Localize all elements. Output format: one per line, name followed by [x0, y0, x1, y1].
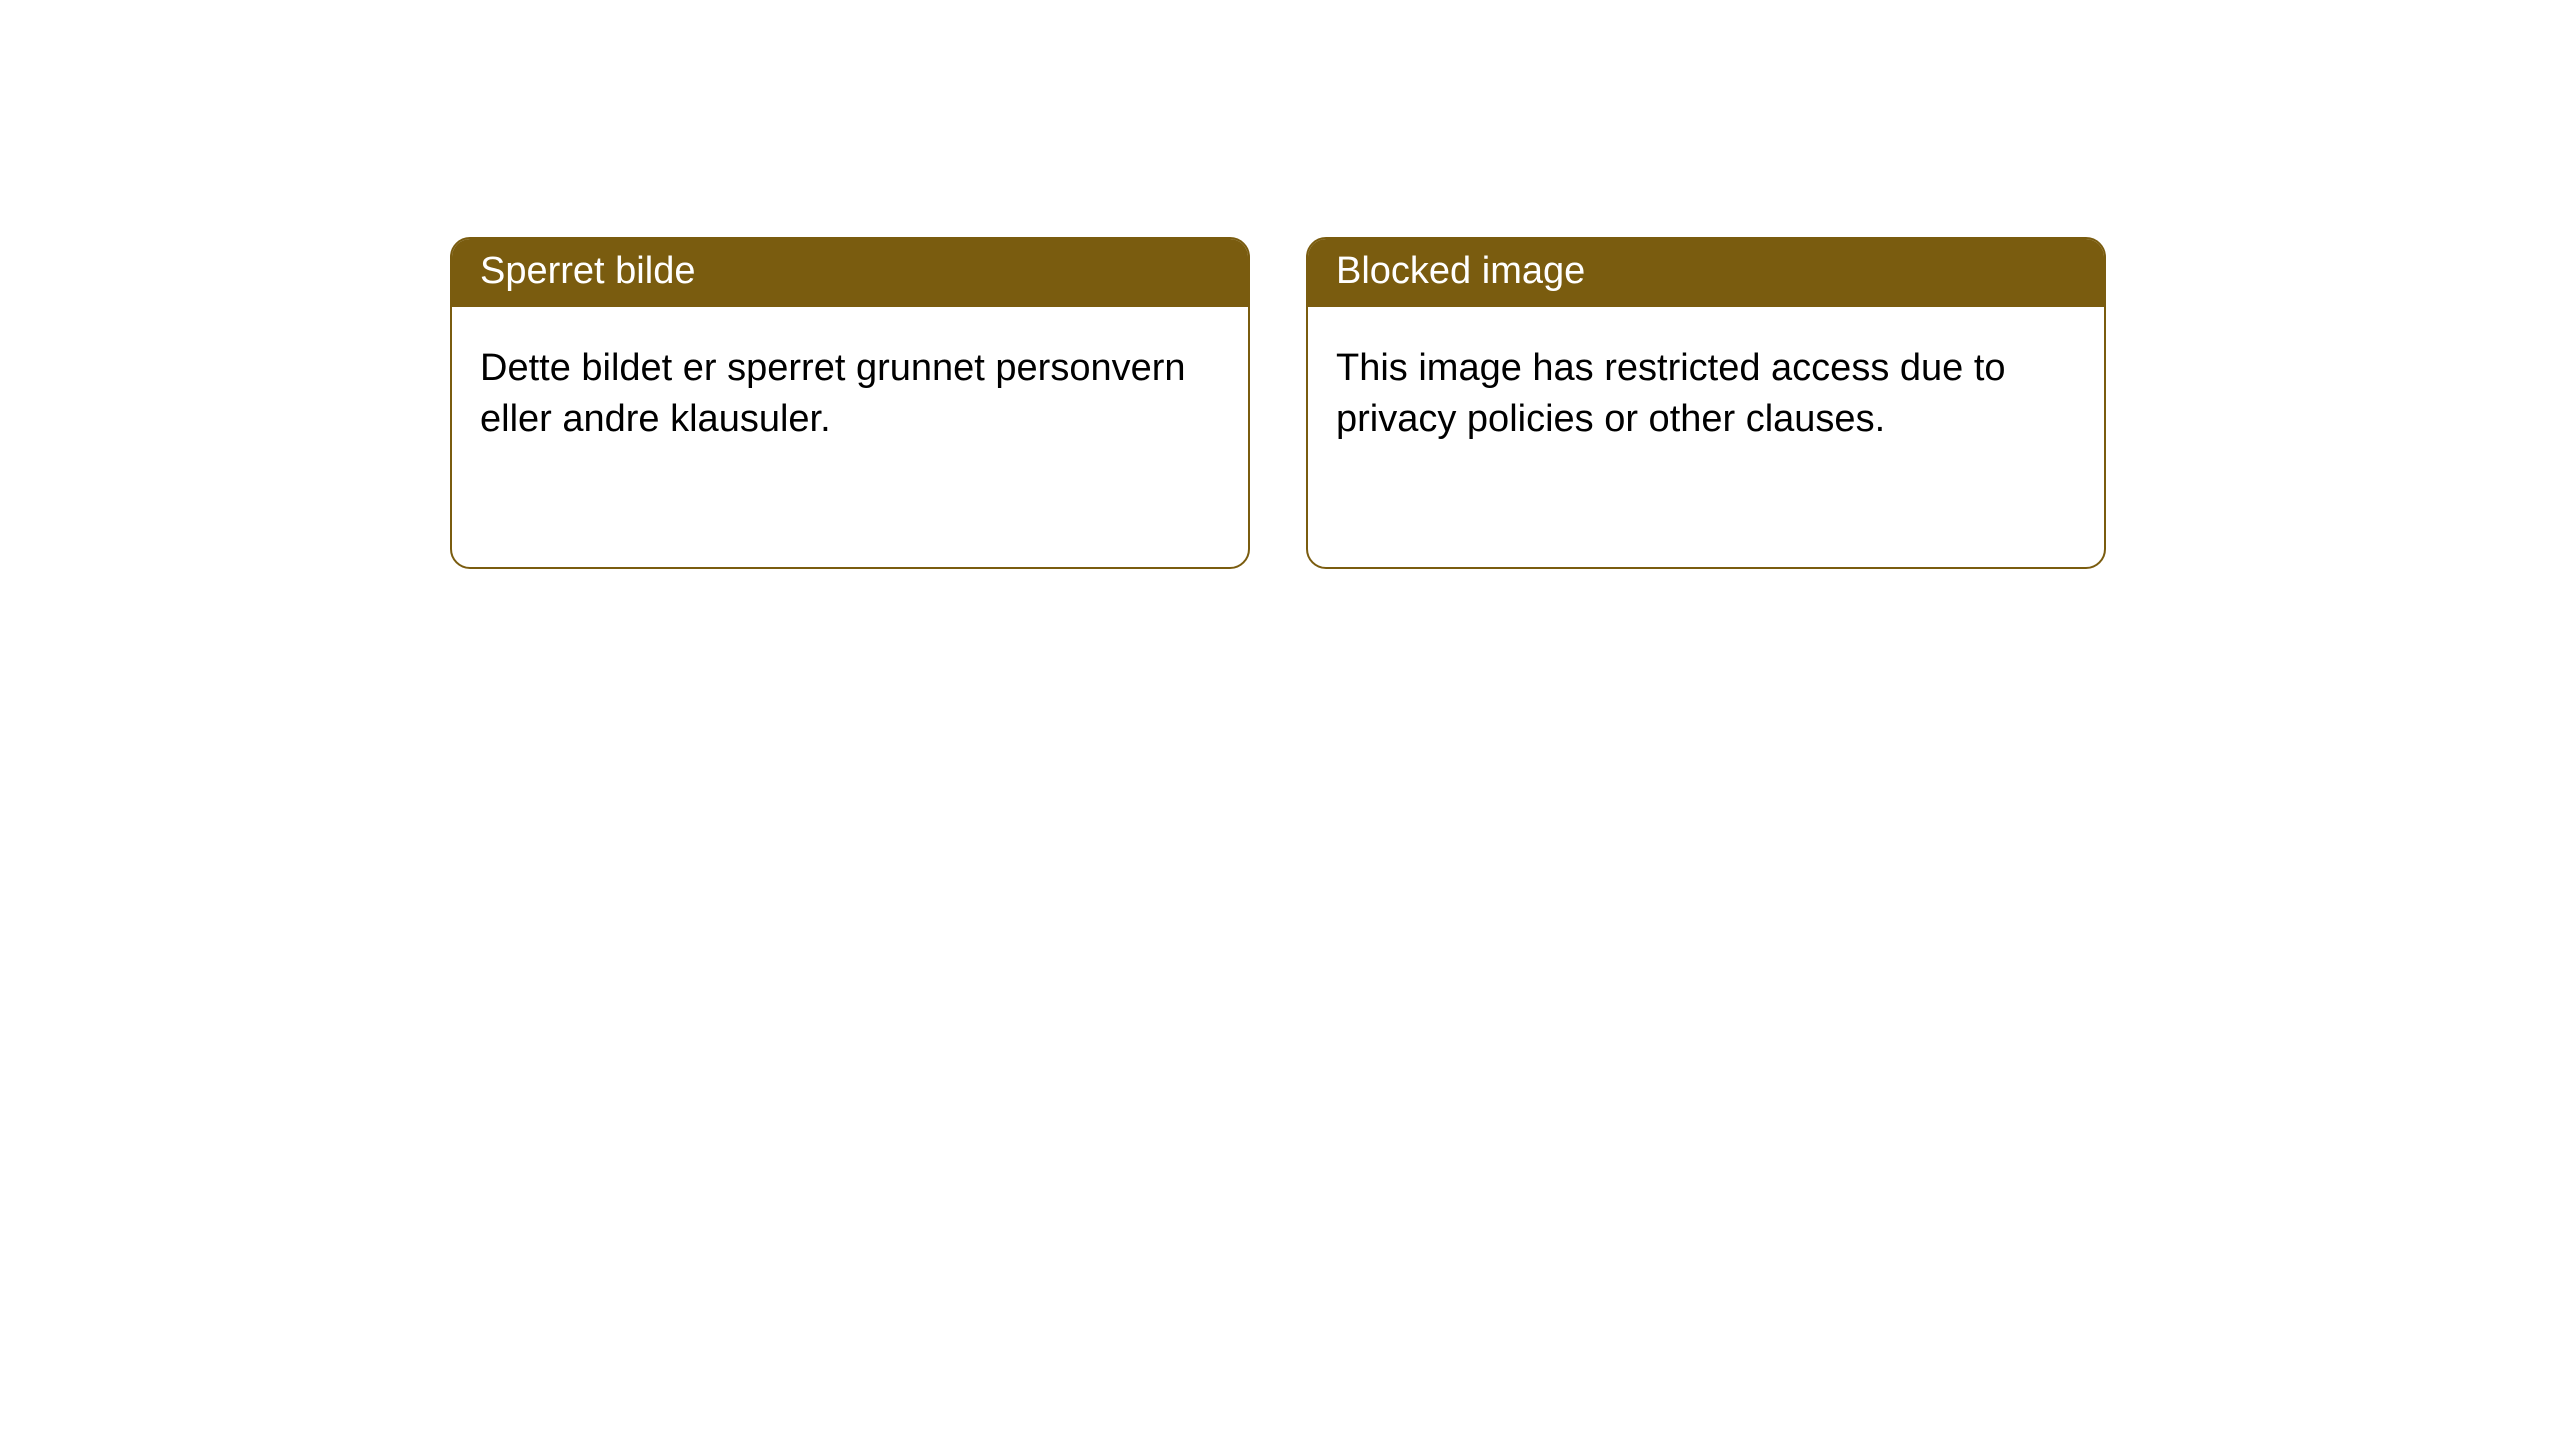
card-body-en: This image has restricted access due to …: [1308, 307, 2104, 482]
blocked-image-card-no: Sperret bilde Dette bildet er sperret gr…: [450, 237, 1250, 569]
card-header-no: Sperret bilde: [452, 239, 1248, 307]
blocked-image-card-en: Blocked image This image has restricted …: [1306, 237, 2106, 569]
notice-container: Sperret bilde Dette bildet er sperret gr…: [0, 0, 2560, 569]
card-message-no: Dette bildet er sperret grunnet personve…: [480, 347, 1186, 440]
card-title-no: Sperret bilde: [480, 250, 695, 292]
card-message-en: This image has restricted access due to …: [1336, 347, 2006, 440]
card-header-en: Blocked image: [1308, 239, 2104, 307]
card-body-no: Dette bildet er sperret grunnet personve…: [452, 307, 1248, 482]
card-title-en: Blocked image: [1336, 250, 1585, 292]
